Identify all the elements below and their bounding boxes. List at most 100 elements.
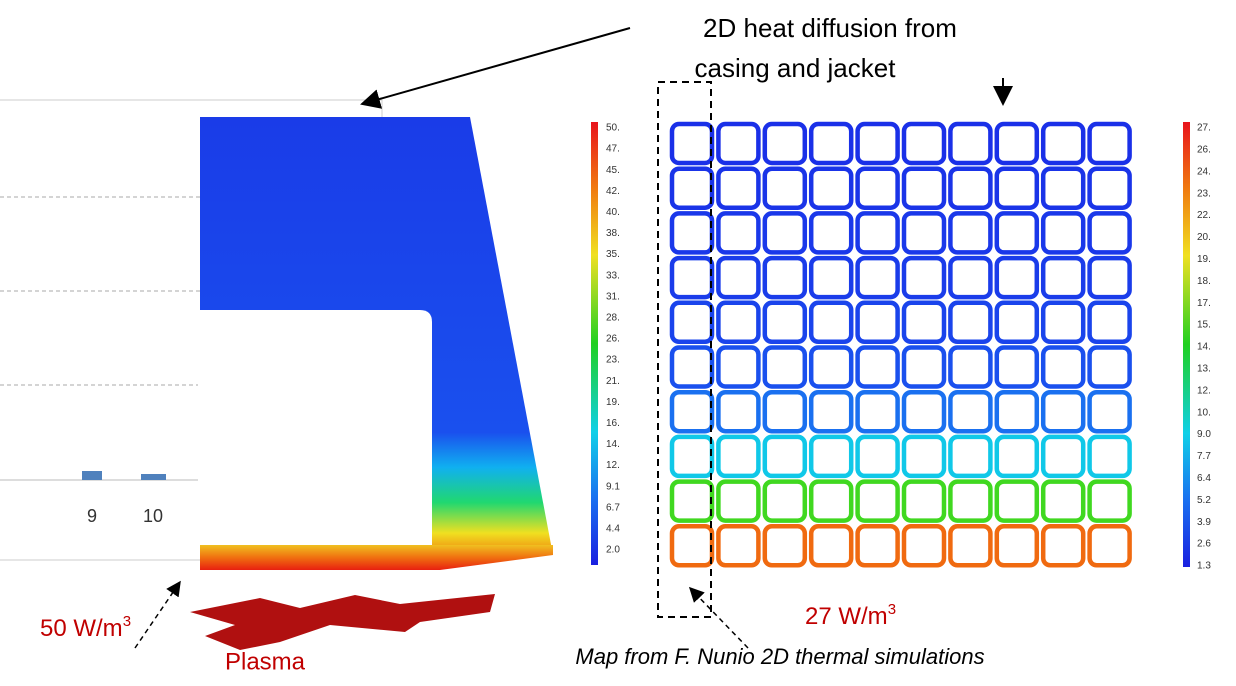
cable-cell (762, 255, 808, 300)
cable-cell (669, 389, 715, 434)
cable-cell (855, 479, 900, 523)
cable-cell (901, 345, 947, 389)
callout-text: casing and jacket (695, 53, 897, 83)
cable-cell (855, 166, 900, 210)
cable-cell (808, 434, 854, 479)
cable-cell (1040, 166, 1086, 210)
cable-cell (762, 300, 808, 345)
cable-cell (716, 211, 761, 255)
colorbar-label: 10. (1197, 407, 1211, 418)
cable-cell (1040, 389, 1086, 434)
cable-cell (1040, 479, 1086, 523)
colorbar-label: 19. (606, 397, 620, 408)
colorbar-label: 4.4 (606, 524, 620, 535)
cable-cell (948, 434, 993, 479)
cable-cell (716, 166, 761, 210)
cable-cell (716, 345, 761, 389)
cable-cell (808, 345, 854, 389)
cable-cell (901, 166, 947, 210)
cable-cell (994, 524, 1040, 568)
bottom-strip (200, 545, 553, 570)
cable-cell (716, 524, 761, 568)
x-tick-label: 9 (87, 506, 97, 526)
cable-cell (808, 300, 854, 345)
cable-cell (762, 345, 808, 389)
left-chart: 9 10 (0, 99, 383, 561)
cutout (198, 310, 432, 545)
cable-cell (948, 389, 993, 434)
flux-label: 27 W/m3 (805, 601, 896, 630)
cable-cell (1040, 524, 1086, 568)
cable-cell (716, 121, 761, 166)
cable-cell (901, 255, 947, 300)
colorbar-label: 14. (1197, 342, 1211, 353)
cable-cell (669, 300, 715, 345)
cable-cell (1087, 166, 1132, 210)
colorbar-label: 42. (606, 186, 620, 197)
flux-exponent: 3 (123, 613, 131, 630)
colorbar-label: 26. (606, 334, 620, 345)
cable-cell (762, 389, 808, 434)
cable-cell (808, 524, 854, 568)
callout-text: 2D heat diffusion from (703, 13, 957, 43)
cable-cell (1040, 211, 1086, 255)
cable-cell (808, 121, 854, 166)
colorbar-label: 23. (1197, 188, 1211, 199)
cable-cell (669, 524, 715, 568)
cable-cell (762, 166, 808, 210)
cable-cell (948, 255, 993, 300)
cable-cell (948, 166, 993, 210)
cable-cell (716, 300, 761, 345)
colorbar-label: 5.2 (1197, 495, 1211, 506)
colorbar-label: 26. (1197, 145, 1211, 156)
colorbar (591, 122, 598, 565)
colorbar-label: 18. (1197, 276, 1211, 287)
highlight-box (657, 81, 712, 618)
cable-cell (1040, 255, 1086, 300)
cable-cell (669, 255, 715, 300)
colorbar-label: 16. (606, 418, 620, 429)
flux-value: 50 W/m (40, 615, 123, 642)
cable-cell (901, 300, 947, 345)
colorbar-label: 14. (606, 439, 620, 450)
colorbar-label: 27. (1197, 123, 1211, 134)
cable-cell (762, 121, 808, 166)
flux-exponent: 3 (888, 601, 896, 618)
cable-cell (855, 434, 900, 479)
cable-cell (808, 255, 854, 300)
colorbar-label: 38. (606, 228, 620, 239)
cable-cell (994, 345, 1040, 389)
cable-cell (948, 345, 993, 389)
cable-cell (808, 211, 854, 255)
colorbar-label: 2.0 (606, 545, 620, 556)
cable-cell (855, 389, 900, 434)
colorbar-label: 17. (1197, 298, 1211, 309)
cable-cell (994, 434, 1040, 479)
cable-cell (716, 479, 761, 523)
cable-cell (994, 479, 1040, 523)
cable-cell (855, 524, 900, 568)
colorbar-label: 6.7 (606, 502, 620, 513)
cable-cell (855, 300, 900, 345)
cable-cell (716, 255, 761, 300)
colorbar-label: 7.7 (1197, 451, 1211, 462)
cable-cell (994, 166, 1040, 210)
cable-cell (762, 434, 808, 479)
cable-cell (994, 255, 1040, 300)
cable-cell (1087, 211, 1132, 255)
cable-cell (762, 524, 808, 568)
caption: Map from F. Nunio 2D thermal simulations (575, 644, 984, 669)
cable-cell (808, 166, 854, 210)
arrow (360, 27, 631, 109)
cable-cell (901, 389, 947, 434)
colorbar-label: 45. (606, 165, 620, 176)
cable-cell (1087, 300, 1132, 345)
cable-cell (901, 434, 947, 479)
x-tick-label: 10 (143, 506, 163, 526)
colorbar-label: 40. (606, 207, 620, 218)
cable-cell (669, 479, 715, 523)
colorbar-label: 35. (606, 249, 620, 260)
colorbar-label: 9.1 (606, 481, 620, 492)
colorbar-label: 33. (606, 270, 620, 281)
cable-cell (948, 211, 993, 255)
